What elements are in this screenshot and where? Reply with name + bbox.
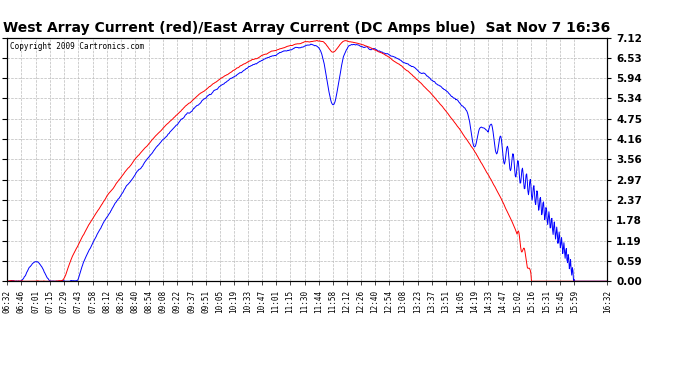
- Text: Copyright 2009 Cartronics.com: Copyright 2009 Cartronics.com: [10, 42, 144, 51]
- Title: West Array Current (red)/East Array Current (DC Amps blue)  Sat Nov 7 16:36: West Array Current (red)/East Array Curr…: [3, 21, 611, 35]
